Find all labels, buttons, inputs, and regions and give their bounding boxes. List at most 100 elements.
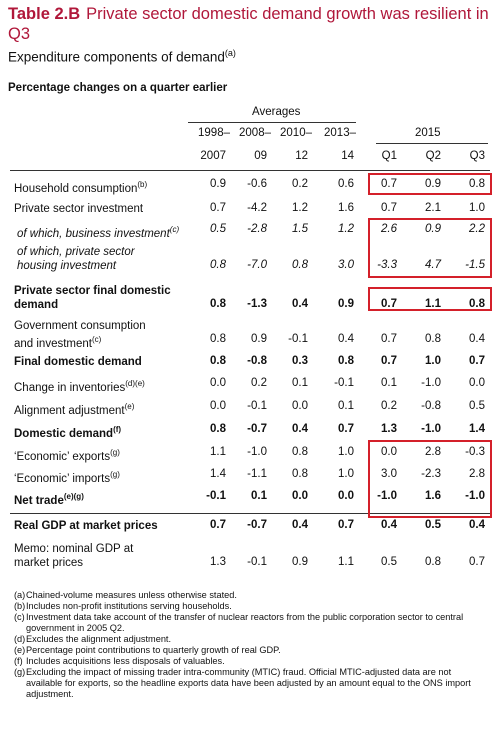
footnote-key: (c) [14, 612, 25, 622]
cell-value: 0.0 [210, 400, 226, 412]
cell-value: 0.6 [338, 178, 354, 190]
row-label: Private sector investment [14, 202, 143, 216]
cell-value: 0.8 [425, 333, 441, 345]
row-label: ‘Economic’ imports(g) [14, 468, 120, 486]
header-col-bottom: Q1 [381, 150, 397, 162]
cell-value: 0.9 [292, 556, 308, 568]
cell-value: 0.1 [338, 400, 354, 412]
row-label-text: Private sector investment [14, 203, 144, 215]
header-col-top: 2013– [324, 127, 356, 139]
highlight-box-household [368, 173, 492, 195]
footnote-text: Excluding the impact of missing trader i… [26, 667, 471, 699]
cell-value: 0.0 [381, 446, 397, 458]
cell-value: 0.4 [381, 519, 397, 531]
cell-value: -1.3 [247, 298, 267, 310]
cell-value: -1.5 [465, 259, 485, 271]
cell-value: 0.7 [210, 202, 226, 214]
cell-value: -0.1 [288, 333, 308, 345]
row-note: (e)(g) [63, 492, 84, 501]
row-label-line2: housing investment [17, 259, 135, 273]
footnote-key: (e) [14, 645, 26, 655]
footnote-text: Percentage point contributions to quarte… [26, 645, 281, 655]
cell-value: 0.7 [210, 519, 226, 531]
cell-value: -0.1 [334, 377, 354, 389]
cell-value: 4.7 [425, 259, 441, 271]
row-note: (d)(e) [125, 379, 145, 388]
row-label: Change in inventories(d)(e) [14, 377, 145, 395]
header-col-bottom: 12 [295, 150, 308, 162]
row-note: (e) [124, 402, 135, 411]
cell-value: 1.0 [338, 446, 354, 458]
row-label: Real GDP at market prices [14, 519, 158, 533]
cell-value: 1.0 [338, 468, 354, 480]
cell-value: -2.3 [421, 468, 441, 480]
cell-value: 0.8 [292, 468, 308, 480]
table-subtitle: Expenditure components of demand(a) [8, 48, 236, 65]
units-caption: Percentage changes on a quarter earlier [8, 82, 228, 94]
cell-value: 0.7 [381, 355, 397, 367]
cell-value: 0.7 [381, 333, 397, 345]
header-rule-averages [188, 122, 356, 123]
cell-value: 2.8 [425, 446, 441, 458]
cell-value: 0.1 [251, 490, 267, 502]
cell-value: 0.7 [469, 556, 485, 568]
cell-value: -7.0 [247, 259, 267, 271]
row-label: Government consumption and investment(c) [14, 319, 146, 351]
row-note: (c) [169, 225, 180, 234]
row-label-text: housing investment [17, 260, 117, 272]
cell-value: -0.8 [247, 355, 267, 367]
cell-value: -0.1 [247, 556, 267, 568]
cell-value: -0.1 [247, 400, 267, 412]
cell-value: 0.4 [292, 423, 308, 435]
row-label-text: and investment [14, 337, 92, 350]
row-label-text: Change in inventories [14, 381, 126, 394]
cell-value: -0.6 [247, 178, 267, 190]
table-heading: Private sector domestic demand growth wa… [8, 5, 489, 43]
cell-value: -0.7 [247, 423, 267, 435]
cell-value: 0.5 [425, 519, 441, 531]
cell-value: 0.7 [381, 202, 397, 214]
cell-value: 1.4 [210, 468, 226, 480]
row-label: Memo: nominal GDP at market prices [14, 542, 133, 570]
footnote-text: Includes acquisitions less disposals of … [26, 656, 225, 666]
cell-value: 0.7 [338, 423, 354, 435]
cell-value: 0.1 [381, 377, 397, 389]
row-label-line2: and investment(c) [14, 333, 146, 351]
header-col-top: 2010– [280, 127, 312, 139]
row-label: Household consumption(b) [14, 178, 147, 196]
row-label: of which, private sector housing investme… [17, 245, 135, 273]
cell-value: -1.0 [465, 490, 485, 502]
cell-value: 0.0 [292, 400, 308, 412]
cell-value: 1.5 [292, 223, 308, 235]
row-label-text: Alignment adjustment [14, 404, 125, 417]
cell-value: 0.9 [338, 298, 354, 310]
header-col-bottom: Q3 [469, 150, 485, 162]
cell-value: 0.4 [469, 333, 485, 345]
cell-value: 0.3 [292, 355, 308, 367]
highlight-box-trade [368, 440, 492, 518]
cell-value: 0.8 [292, 259, 308, 271]
cell-value: 1.1 [210, 446, 226, 458]
row-label-line1: Memo: nominal GDP at [14, 543, 134, 555]
cell-value: 0.8 [210, 333, 226, 345]
row-label-line1: of which, private sector [17, 246, 135, 258]
header-year: 2015 [415, 127, 441, 139]
cell-value: -0.8 [421, 400, 441, 412]
cell-value: 0.1 [292, 377, 308, 389]
cell-value: 0.8 [469, 178, 485, 190]
cell-value: 1.6 [338, 202, 354, 214]
row-label: Net trade(e)(g) [14, 490, 84, 508]
cell-value: 0.4 [338, 333, 354, 345]
cell-value: 0.0 [210, 377, 226, 389]
cell-value: -1.1 [247, 468, 267, 480]
cell-value: 3.0 [381, 468, 397, 480]
cell-value: 1.3 [381, 423, 397, 435]
cell-value: 0.4 [292, 519, 308, 531]
row-label-text: Domestic demand [14, 427, 114, 440]
cell-value: -1.0 [377, 490, 397, 502]
highlight-box-private-final [368, 287, 492, 311]
cell-value: 0.2 [381, 400, 397, 412]
footnote-key: (f) [14, 656, 23, 666]
cell-value: 0.5 [469, 400, 485, 412]
row-note: (f) [113, 425, 122, 434]
